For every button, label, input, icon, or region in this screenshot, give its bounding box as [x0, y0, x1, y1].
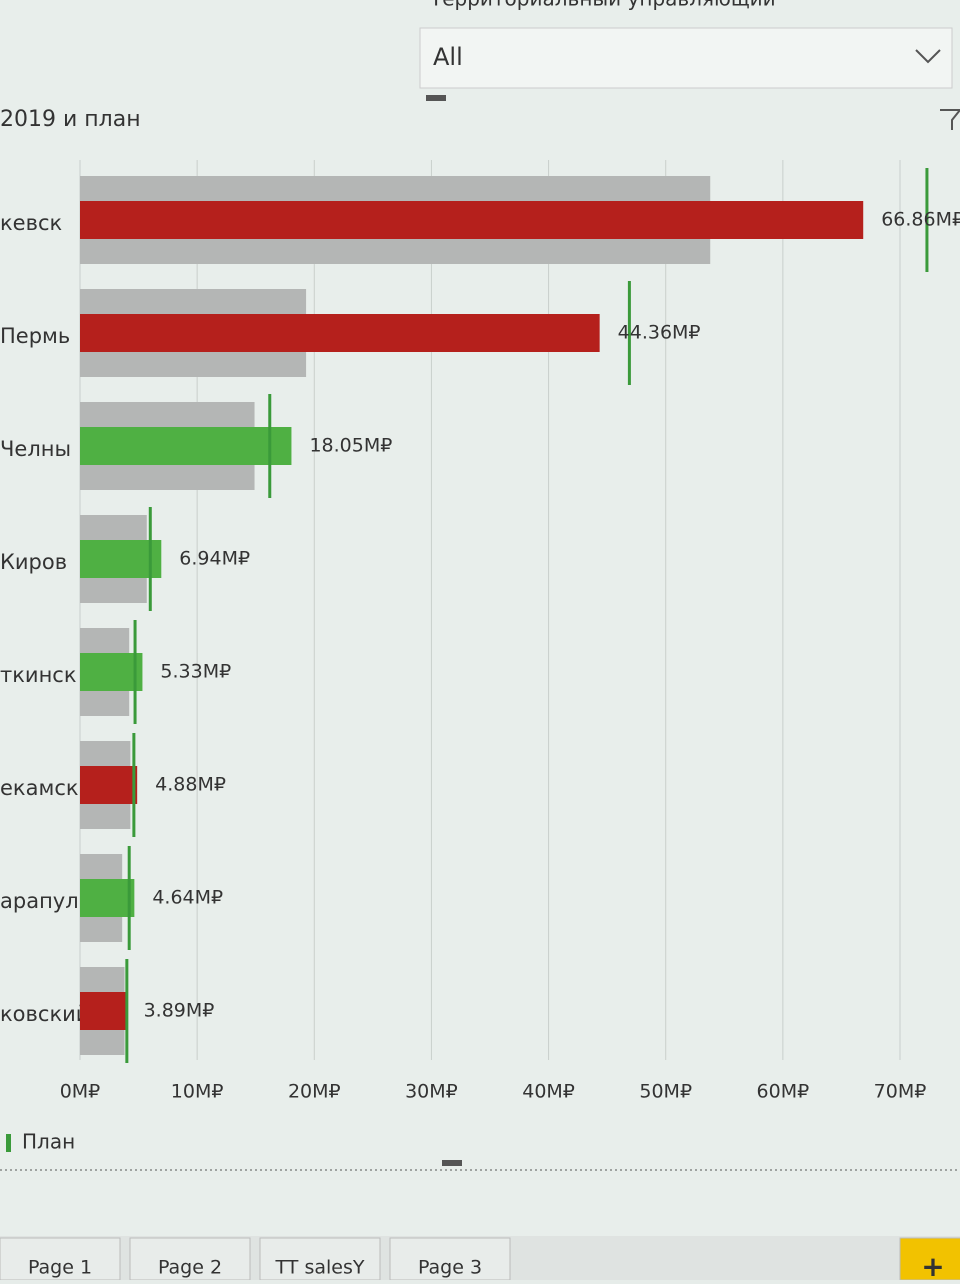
- page-tab[interactable]: [259, 1237, 381, 1281]
- page-tab-label: +: [921, 1250, 944, 1280]
- data-label: 4.88М₽: [155, 774, 226, 796]
- x-tick-label: 70М₽: [874, 1081, 927, 1103]
- actual-bar: [80, 879, 135, 917]
- category-label: ковский: [0, 1002, 89, 1026]
- data-label: 3.89М₽: [144, 1000, 215, 1022]
- legend-swatch: [6, 1134, 11, 1152]
- data-label: 18.05М₽: [309, 435, 392, 457]
- slicer-value: All: [433, 43, 463, 71]
- actual-bar: [80, 314, 600, 352]
- category-label: арапул: [0, 889, 79, 913]
- dropdown-arrow: [915, 49, 941, 64]
- x-tick-label: 50М₽: [639, 1081, 692, 1103]
- x-tick-label: 20М₽: [288, 1081, 341, 1103]
- slicer-label: Территориальный управляющий: [429, 0, 776, 11]
- page-tab-label: Page 2: [158, 1257, 222, 1279]
- data-label: 6.94М₽: [179, 548, 250, 570]
- filter-icon[interactable]: [940, 109, 960, 130]
- chart: 0М₽ 10М₽ 20М₽ 30М₽ 40М₽ 50М₽ 60М₽ 70М₽ кевск 66.8…: [0, 160, 960, 1103]
- legend-label: План: [22, 1130, 75, 1154]
- data-label: 66.86М₽: [881, 209, 960, 231]
- category-label: кевск: [0, 211, 62, 235]
- tabs: Page 1 Page 2 TT salesY Page 3 +: [0, 1237, 960, 1283]
- actual-bar: [80, 992, 126, 1030]
- x-tick-label: 40М₽: [522, 1081, 575, 1103]
- page-tab-label: Page 3: [418, 1257, 482, 1279]
- category-label: Челны: [0, 437, 71, 461]
- resize-handle: [442, 1160, 462, 1166]
- actual-bar: [80, 653, 143, 691]
- slicer-dropdown[interactable]: [419, 27, 953, 89]
- category-label: екамск: [0, 776, 79, 800]
- x-tick-label: 0М₽: [60, 1081, 101, 1103]
- data-label: 44.36М₽: [618, 322, 701, 344]
- page-tab[interactable]: [0, 1237, 121, 1281]
- page-tab-label: TT salesY: [275, 1257, 365, 1279]
- x-tick-label: 60М₽: [757, 1081, 810, 1103]
- category-label: ткинск: [0, 663, 77, 687]
- actual-bar: [80, 766, 138, 804]
- chart-title: 2019 и план: [0, 107, 141, 132]
- page-tab[interactable]: [129, 1237, 251, 1281]
- resize-handle: [426, 95, 446, 101]
- x-tick-label: 10М₽: [171, 1081, 224, 1103]
- actual-bar: [80, 201, 864, 239]
- data-label: 4.64М₽: [152, 887, 223, 909]
- actual-bar: [80, 540, 162, 578]
- category-label: Пермь: [0, 324, 70, 348]
- page-tab[interactable]: [899, 1237, 960, 1281]
- category-label: Киров: [0, 550, 67, 574]
- x-tick-label: 30М₽: [405, 1081, 458, 1103]
- page-tab-label: Page 1: [28, 1257, 92, 1279]
- data-label: 5.33М₽: [160, 661, 231, 683]
- page-tab[interactable]: [389, 1237, 511, 1281]
- actual-bar: [80, 427, 292, 465]
